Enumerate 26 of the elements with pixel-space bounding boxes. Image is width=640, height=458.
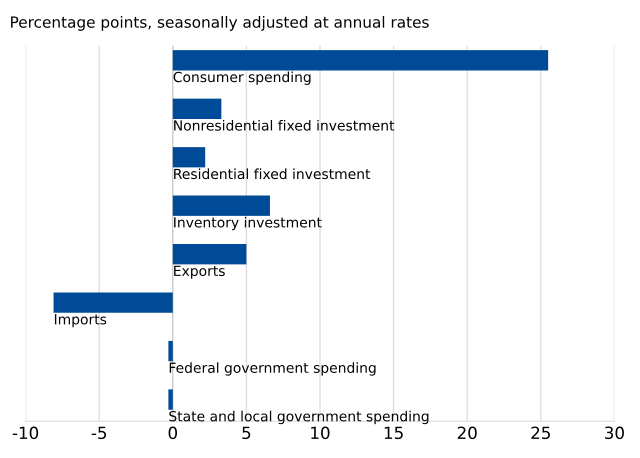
- bar: [168, 389, 173, 410]
- chart-title: Percentage points, seasonally adjusted at annual rates: [11, 16, 429, 31]
- bar: [172, 147, 206, 168]
- x-tick-label: 30: [605, 426, 624, 440]
- y-tick-label: Residential fixed investment: [174, 168, 370, 180]
- bar: [54, 292, 173, 313]
- bar: [172, 50, 548, 71]
- x-tick-label: 5: [242, 426, 250, 440]
- x-tick-label: 20: [458, 426, 477, 440]
- bar: [172, 196, 270, 216]
- bar: [168, 340, 173, 362]
- y-tick-label: Federal government spending: [170, 362, 376, 376]
- x-tick-label: 15: [384, 426, 403, 440]
- x-tick-label: 0: [168, 426, 177, 440]
- x-tick-label: -5: [92, 426, 106, 440]
- bar: [172, 98, 222, 119]
- y-tick-label: Inventory investment: [174, 216, 322, 230]
- bar: [172, 244, 246, 264]
- y-tick-label: State and local government spending: [169, 410, 428, 424]
- x-tick-label: 10: [311, 426, 330, 440]
- y-tick-label: Exports: [174, 266, 225, 279]
- x-tick-label: 25: [531, 426, 550, 440]
- y-tick-label: Nonresidential fixed investment: [174, 120, 394, 131]
- y-tick-label: Imports: [54, 314, 106, 328]
- y-tick-label: Consumer spending: [174, 71, 310, 85]
- x-tick-label: -10: [12, 426, 38, 440]
